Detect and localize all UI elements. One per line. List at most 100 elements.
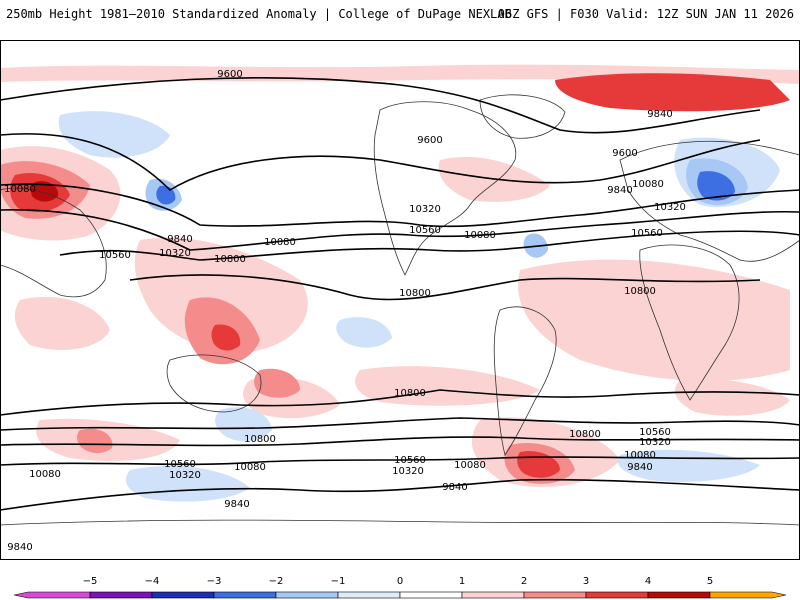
contour-label-text: 10800 — [214, 254, 246, 265]
contour-label: 9840 — [607, 185, 632, 196]
contour-label-text: 9840 — [7, 542, 32, 553]
anomaly-region — [215, 407, 272, 442]
contour-label-text: 10080 — [234, 462, 266, 473]
colorbar-swatch — [399, 591, 463, 599]
colorbar-swatches — [13, 591, 787, 599]
contour-label-text: 10080 — [29, 469, 61, 480]
contour-9840-north — [0, 133, 761, 192]
contour-label-text: 10560 — [394, 455, 426, 466]
coastline-africa — [639, 244, 740, 401]
colorbar-swatch — [461, 591, 525, 599]
contour-label-text: 10320 — [654, 202, 686, 213]
contour-label: 10080 — [624, 450, 656, 461]
contour-label: 10800 — [399, 288, 431, 299]
contour-label-text: 10320 — [169, 470, 201, 481]
contour-label: 10560 — [164, 459, 196, 470]
contour-label-text: 10560 — [639, 427, 671, 438]
contour-label-text: 10560 — [164, 459, 196, 470]
colorbar-swatch — [647, 591, 711, 599]
contour-label: 10080 — [464, 230, 496, 241]
contour-label-text: 9600 — [217, 69, 242, 80]
contour-label: 10320 — [159, 248, 191, 259]
height-contours — [0, 76, 800, 511]
anomaly-region — [211, 324, 241, 351]
colorbar-swatch — [13, 591, 91, 599]
anomaly-region — [336, 317, 392, 348]
coastline-greenland — [479, 94, 566, 139]
contour-10800-north — [129, 274, 761, 301]
anomaly-region — [355, 366, 540, 406]
contour-label-text: 10080 — [632, 179, 664, 190]
contour-label: 9600 — [612, 148, 637, 159]
contour-10320-south — [0, 436, 800, 447]
anomaly-region — [58, 111, 170, 158]
contour-label-text: 10080 — [4, 184, 36, 195]
contour-label: 10320 — [654, 202, 686, 213]
contour-10560-north — [59, 230, 800, 261]
contour-label: 9840 — [647, 109, 672, 120]
contour-label-text: 10800 — [569, 429, 601, 440]
contour-label-text: 10080 — [454, 460, 486, 471]
contour-label-text: 9840 — [627, 462, 652, 473]
anomaly-region — [675, 378, 790, 416]
coastlines — [0, 94, 800, 560]
contour-label-text: 10080 — [264, 237, 296, 248]
contour-label: 10080 — [632, 179, 664, 190]
contour-label: 10560 — [631, 228, 663, 239]
contour-label-text: 10080 — [464, 230, 496, 241]
coastline-south-america — [493, 306, 557, 456]
contour-label-text: 9840 — [647, 109, 672, 120]
colorbar-ticks: −5 −4 −3 −2 −1 0 1 2 3 4 5 — [83, 576, 714, 587]
colorbar-swatch — [337, 591, 401, 599]
contour-label-text: 9840 — [167, 234, 192, 245]
contour-10080-south — [0, 456, 800, 466]
colorbar-tick-label: 0 — [397, 576, 403, 587]
contour-label-text: 10320 — [409, 204, 441, 215]
contour-label: 10320 — [409, 204, 441, 215]
colorbar: −5 −4 −3 −2 −1 0 1 2 3 4 5 — [13, 576, 787, 599]
contour-label: 10800 — [624, 286, 656, 297]
contour-label-text: 10800 — [399, 288, 431, 299]
colorbar-swatch — [89, 591, 153, 599]
contour-label-text: 9600 — [417, 135, 442, 146]
contour-label: 10560 — [99, 250, 131, 261]
coastline-europe-asia — [619, 140, 800, 262]
contour-label-text: 10320 — [639, 437, 671, 448]
anomaly-region — [77, 428, 113, 454]
colorbar-tick-label: −1 — [331, 576, 346, 587]
contour-label-text: 9600 — [612, 148, 637, 159]
contour-label: 10800 — [569, 429, 601, 440]
contour-label-text: 10560 — [409, 225, 441, 236]
colorbar-tick-label: 1 — [459, 576, 465, 587]
contour-10800-south — [0, 389, 800, 416]
colorbar-tick-label: 2 — [521, 576, 527, 587]
contour-label-text: 10560 — [99, 250, 131, 261]
colorbar-swatch — [523, 591, 587, 599]
colorbar-tick-label: −2 — [269, 576, 284, 587]
contour-label: 10080 — [234, 462, 266, 473]
contour-label: 9840 — [627, 462, 652, 473]
colorbar-tick-label: −3 — [207, 576, 222, 587]
anomaly-shading — [0, 64, 800, 502]
map-title: 250mb Height 1981–2010 Standardized Anom… — [6, 7, 512, 21]
colorbar-swatch — [585, 591, 649, 599]
contour-9600 — [0, 76, 761, 134]
contour-label-text: 10800 — [244, 434, 276, 445]
contour-label-text: 10320 — [392, 466, 424, 477]
coastline-australia — [166, 354, 262, 413]
anomaly-region — [254, 368, 300, 398]
contour-label: 10080 — [264, 237, 296, 248]
contour-label-text: 10320 — [159, 248, 191, 259]
anomaly-region — [14, 296, 110, 350]
colorbar-swatch — [213, 591, 277, 599]
colorbar-tick-label: 5 — [707, 576, 713, 587]
contour-label: 10800 — [394, 388, 426, 399]
colorbar-tick-label: −4 — [145, 576, 160, 587]
anomaly-region — [555, 73, 790, 112]
contour-label: 10800 — [214, 254, 246, 265]
contour-label: 10560 — [394, 455, 426, 466]
contour-label: 9840 — [7, 542, 32, 553]
colorbar-swatch — [275, 591, 339, 599]
contour-label: 10320 — [392, 466, 424, 477]
contour-label: 10560 — [639, 427, 671, 438]
